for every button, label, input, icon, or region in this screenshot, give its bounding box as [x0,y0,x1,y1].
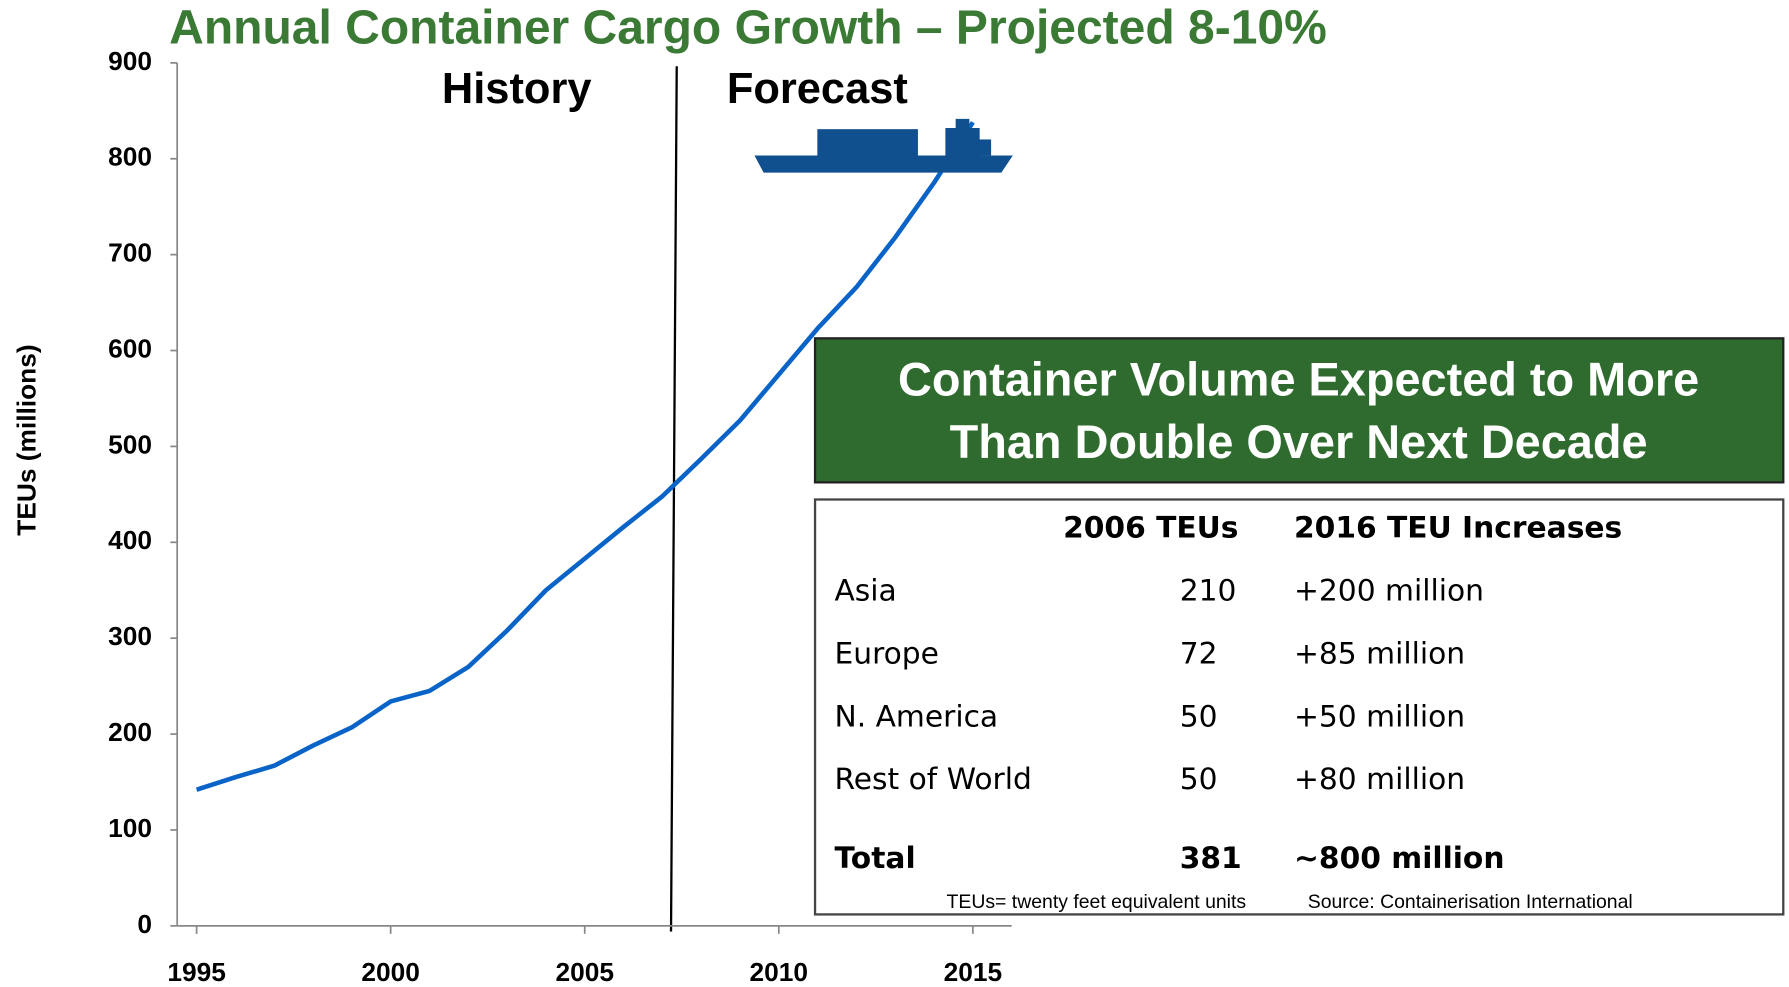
y-tick-label: 500 [108,429,152,459]
data-line [195,121,975,792]
total-name: Total [834,841,915,876]
y-tick-label: 300 [108,621,152,651]
row-increase: +80 million [1294,762,1465,797]
callout-line: Container Volume Expected to More [898,353,1699,405]
ship-icon [754,118,1013,173]
table-header: 2016 TEU Increases [1294,511,1622,546]
row-value: 50 [1180,762,1218,797]
x-tick-label: 2000 [361,957,419,987]
y-tick-label: 600 [108,333,152,363]
y-tick-label: 800 [108,142,152,172]
history-label: History [442,65,592,113]
y-tick-label: 200 [108,717,152,747]
row-increase: +200 million [1294,574,1484,609]
row-increase: +85 million [1294,636,1465,671]
row-value: 210 [1180,574,1237,609]
x-tick-label: 2005 [555,957,613,987]
y-axis-label: TEUs (millions) [12,344,42,535]
footnote: TEUs= twenty feet equivalent units [947,891,1247,913]
callout-box [813,337,1785,484]
row-name: Europe [834,636,938,671]
total-increase: ~800 million [1294,841,1504,876]
row-increase: +50 million [1294,699,1465,734]
y-tick-label: 0 [137,909,152,939]
row-name: N. America [834,699,998,734]
x-tick-label: 2010 [750,957,808,987]
row-name: Rest of World [834,762,1031,797]
table-header: 2006 TEUs [1063,511,1238,546]
x-tick-label: 2015 [944,957,1002,987]
y-tick-label: 100 [108,813,152,843]
forecast-label: Forecast [727,65,908,113]
row-value: 50 [1180,699,1218,734]
y-tick-label: 400 [108,525,152,555]
x-tick-label: 1995 [167,957,225,987]
row-name: Asia [834,574,896,609]
callout-line: Than Double Over Next Decade [950,416,1648,468]
table-box [813,498,1785,916]
chart-title: Annual Container Cargo Growth – Projecte… [169,2,1327,55]
y-tick-label: 900 [108,46,152,76]
y-tick-label: 700 [108,238,152,268]
total-value: 381 [1180,841,1242,876]
divider [669,66,678,932]
footnote: Source: Containerisation International [1308,891,1633,913]
row-value: 72 [1180,636,1218,671]
